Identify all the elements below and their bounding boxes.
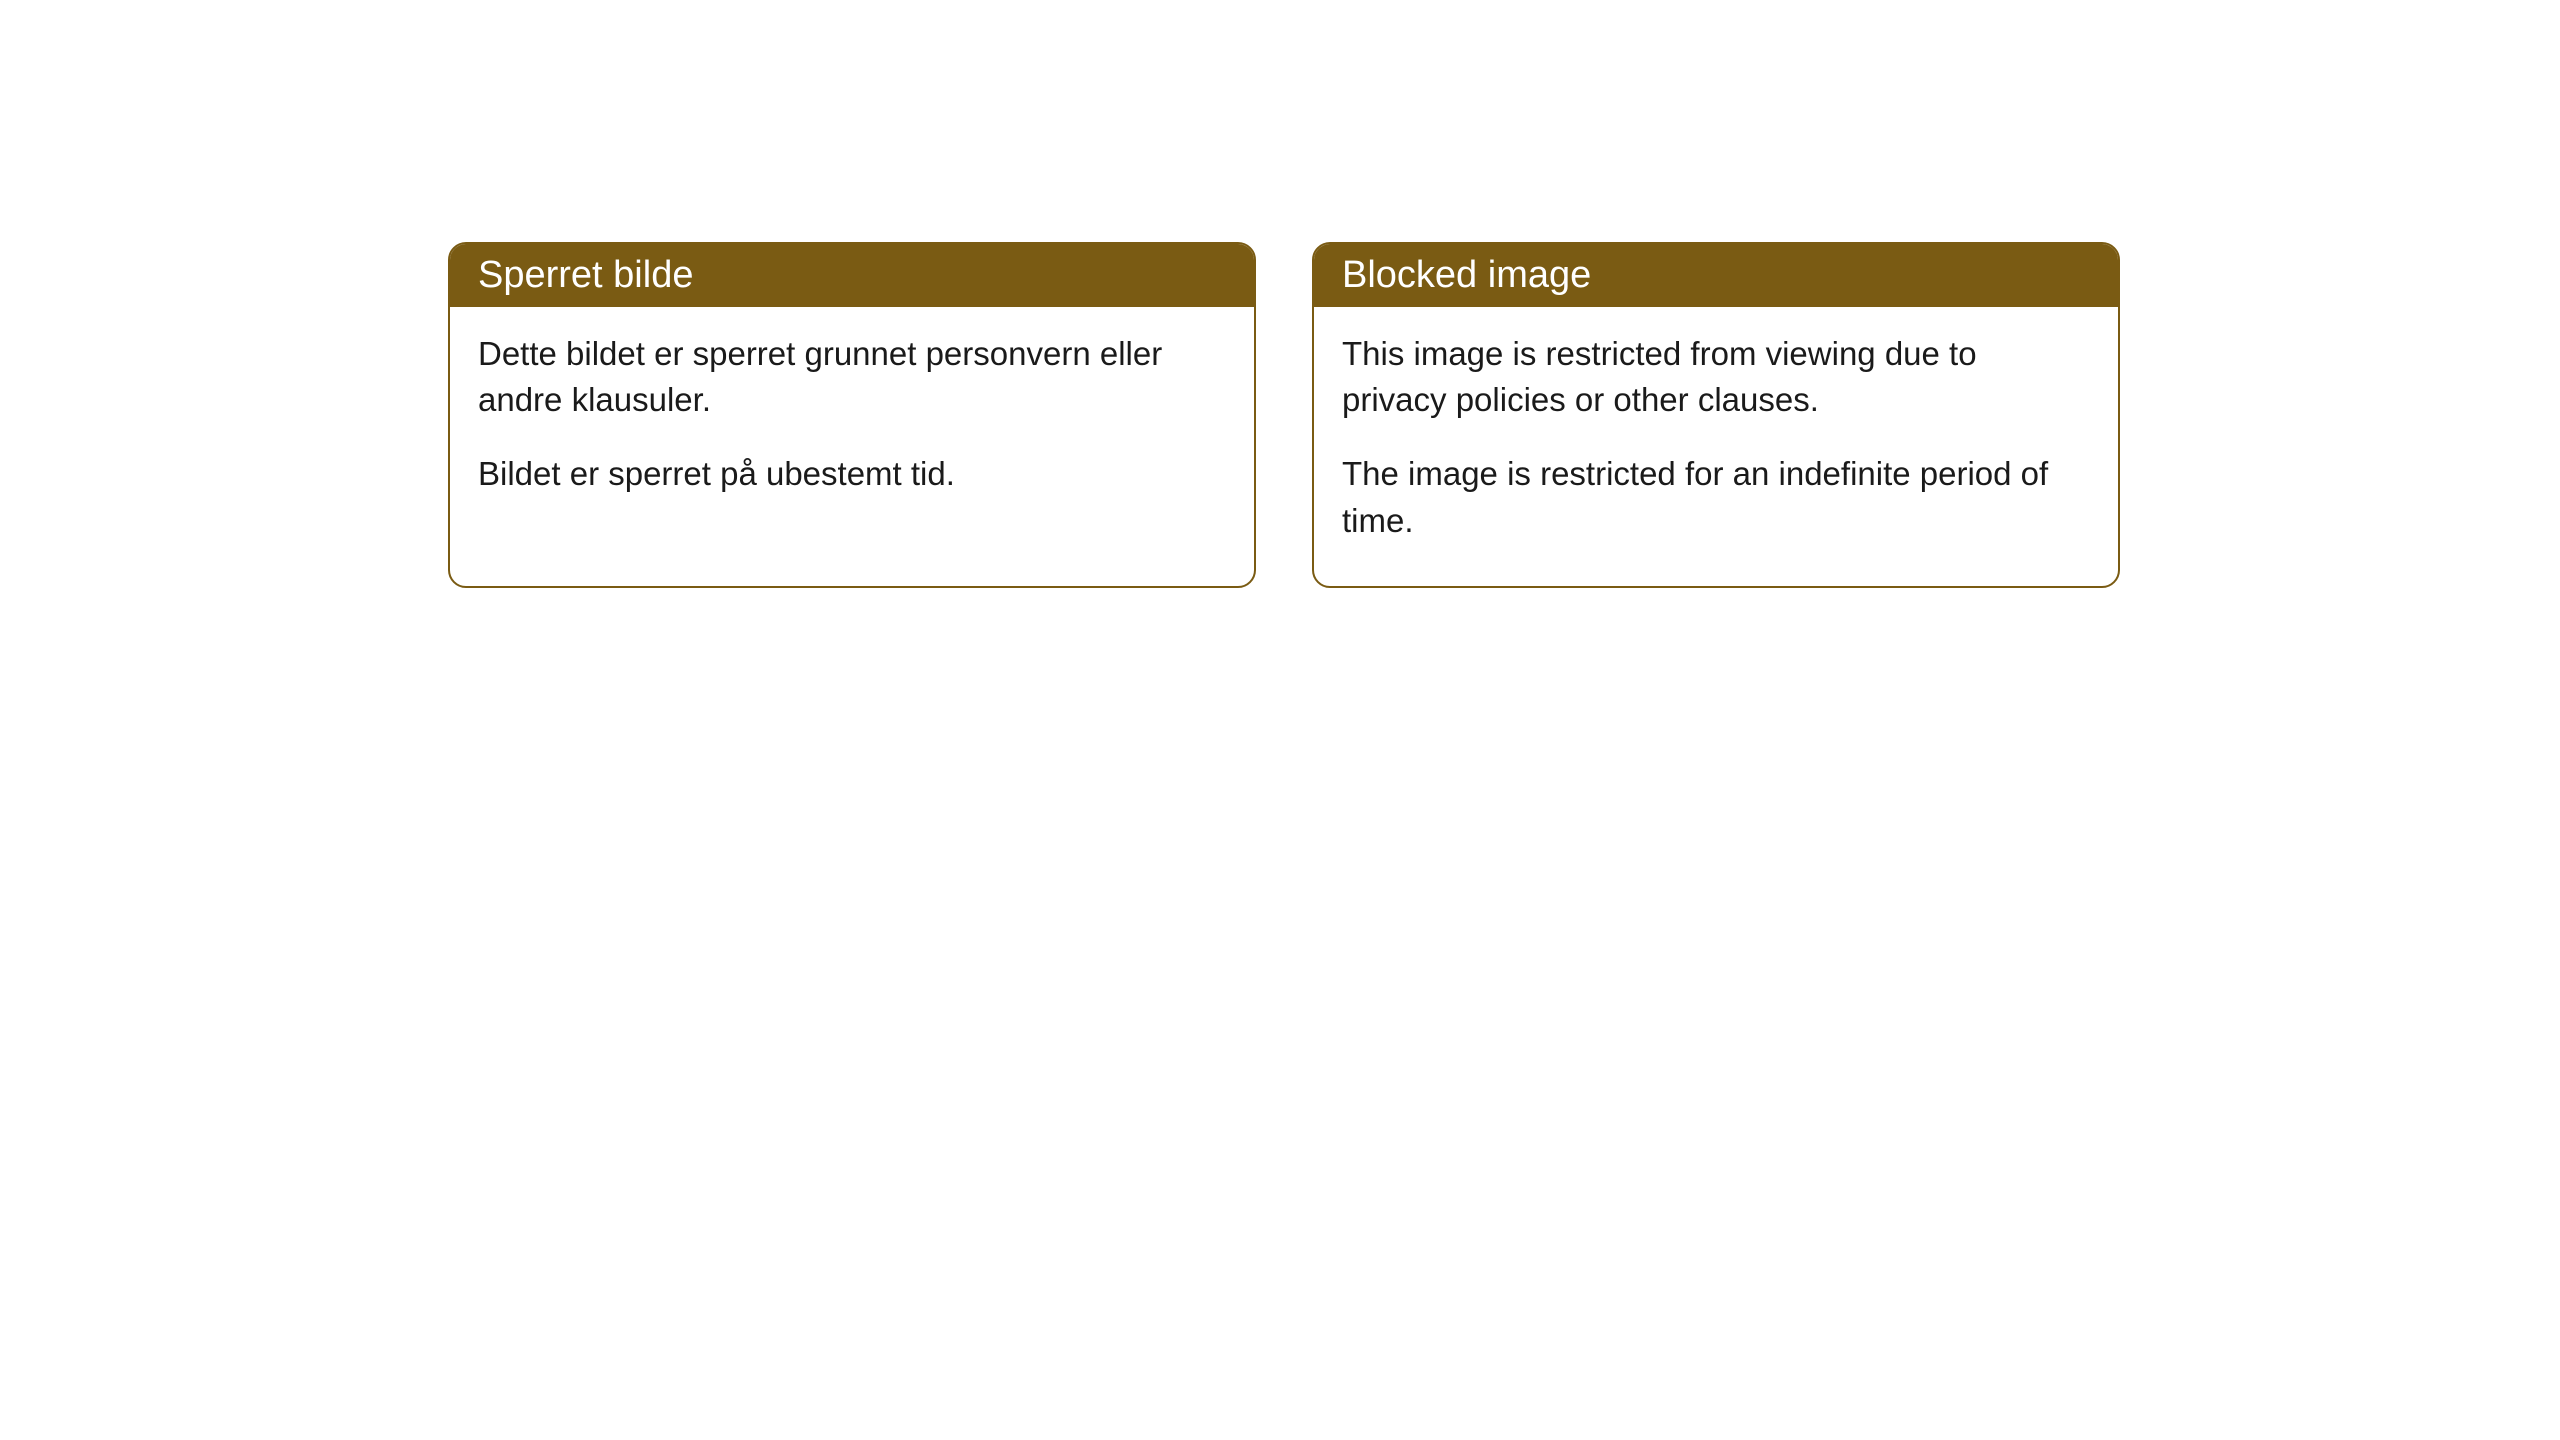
- card-body-norwegian: Dette bildet er sperret grunnet personve…: [450, 307, 1254, 540]
- card-header-norwegian: Sperret bilde: [450, 244, 1254, 307]
- card-paragraph-2-english: The image is restricted for an indefinit…: [1342, 451, 2090, 543]
- cards-container: Sperret bilde Dette bildet er sperret gr…: [448, 242, 2120, 588]
- card-paragraph-1-english: This image is restricted from viewing du…: [1342, 331, 2090, 423]
- card-paragraph-1-norwegian: Dette bildet er sperret grunnet personve…: [478, 331, 1226, 423]
- card-header-english: Blocked image: [1314, 244, 2118, 307]
- blocked-image-card-english: Blocked image This image is restricted f…: [1312, 242, 2120, 588]
- blocked-image-card-norwegian: Sperret bilde Dette bildet er sperret gr…: [448, 242, 1256, 588]
- card-body-english: This image is restricted from viewing du…: [1314, 307, 2118, 586]
- card-paragraph-2-norwegian: Bildet er sperret på ubestemt tid.: [478, 451, 1226, 497]
